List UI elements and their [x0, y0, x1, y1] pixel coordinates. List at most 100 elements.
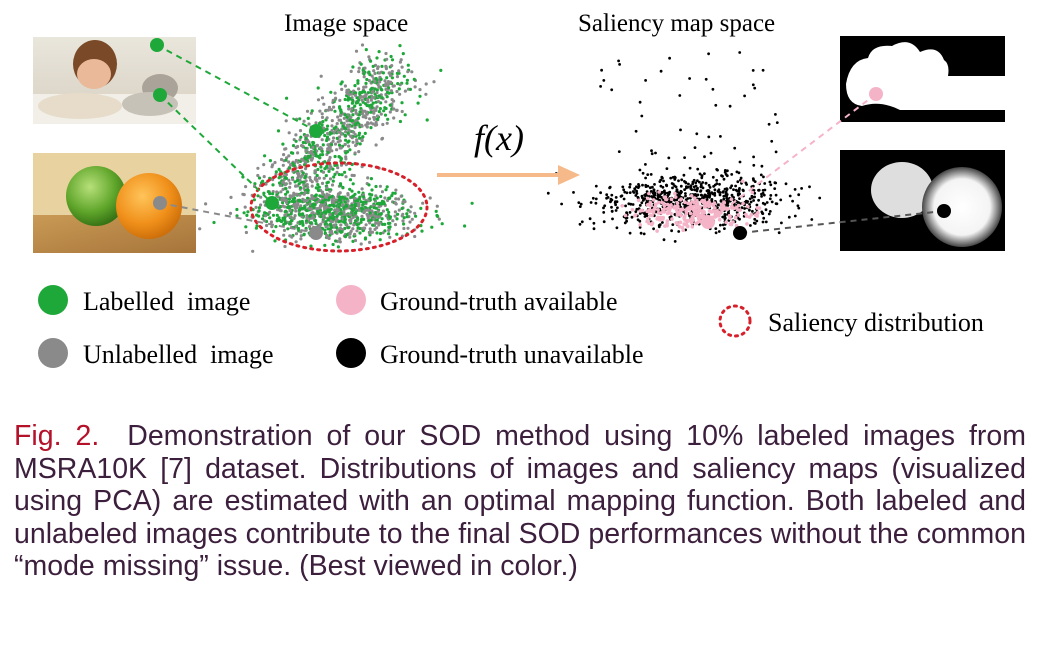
scatter-point: [728, 214, 732, 219]
scatter-point: [395, 89, 399, 94]
scatter-point: [321, 214, 325, 218]
scatter-point: [723, 217, 727, 221]
scatter-point: [725, 187, 729, 191]
scatter-point: [639, 231, 643, 235]
scatter-point: [353, 151, 357, 155]
scatter-point: [393, 214, 397, 218]
scatter-point: [271, 192, 275, 196]
scatter-point: [721, 215, 725, 219]
scatter-point: [353, 238, 358, 243]
scatter-point: [678, 220, 683, 225]
scatter-point: [697, 213, 701, 217]
scatter-point: [470, 201, 474, 205]
scatter-point: [329, 90, 333, 94]
scatter-point: [265, 223, 269, 228]
scatter-point: [695, 198, 699, 203]
scatter-point: [644, 163, 647, 166]
scatter-point: [306, 188, 310, 192]
scatter-point: [296, 178, 300, 182]
scatter-point: [753, 195, 756, 199]
scatter-point: [761, 211, 764, 215]
scatter-point: [774, 193, 778, 197]
scatter-point: [660, 175, 664, 179]
scatter-point: [364, 48, 368, 52]
scatter-point: [645, 209, 649, 213]
scatter-point: [268, 192, 272, 196]
scatter-point: [775, 121, 779, 124]
scatter-point: [418, 94, 422, 98]
scatter-point: [339, 183, 343, 187]
scatter-point: [378, 184, 382, 188]
scatter-point: [349, 69, 353, 73]
scatter-point: [311, 196, 315, 200]
scatter-point: [379, 231, 383, 236]
scatter-point: [628, 231, 632, 235]
scatter-point: [689, 217, 694, 221]
scatter-point: [281, 216, 285, 220]
scatter-point: [395, 71, 399, 75]
scatter-point: [310, 180, 314, 184]
saliency-space-scatter: [546, 51, 846, 243]
scatter-point: [307, 151, 312, 155]
scatter-point: [393, 191, 397, 195]
scatter-point: [294, 225, 298, 229]
scatter-point: [282, 233, 286, 237]
scatter-point: [657, 224, 661, 227]
scatter-point: [712, 201, 717, 205]
scatter-point: [343, 97, 347, 102]
scatter-point: [310, 152, 314, 156]
scatter-point: [661, 217, 665, 221]
scatter-point: [769, 194, 773, 197]
scatter-point: [753, 217, 757, 221]
scatter-point: [338, 146, 342, 150]
scatter-point: [344, 130, 348, 134]
scatter-point: [382, 109, 386, 113]
scatter-point: [692, 211, 697, 216]
scatter-point: [278, 183, 282, 187]
scatter-point: [362, 226, 366, 230]
scatter-point: [644, 193, 648, 196]
scatter-point: [713, 206, 717, 210]
scatter-point: [650, 152, 654, 156]
scatter-point: [256, 173, 260, 178]
scatter-point: [323, 133, 327, 138]
scatter-point: [808, 185, 811, 189]
scatter-point: [603, 204, 607, 208]
scatter-point: [748, 208, 751, 212]
scatter-point: [335, 136, 339, 140]
scatter-point: [721, 223, 725, 227]
scatter-point: [371, 122, 375, 126]
scatter-point: [744, 181, 748, 185]
scatter-point: [336, 192, 340, 196]
scatter-point: [263, 154, 267, 158]
scatter-point: [323, 243, 327, 247]
scatter-point: [305, 199, 309, 203]
scatter-point: [643, 215, 647, 218]
scatter-point: [356, 79, 360, 83]
scatter-point: [317, 121, 322, 126]
scatter-point: [767, 212, 771, 216]
scatter-point: [693, 146, 697, 150]
scatter-point: [670, 229, 673, 233]
scatter-point: [380, 88, 384, 92]
scatter-point: [677, 179, 680, 183]
scatter-point: [354, 143, 358, 148]
scatter-point: [463, 224, 467, 228]
scatter-point: [578, 205, 582, 209]
scatter-point: [331, 139, 335, 143]
scatter-point: [303, 156, 307, 160]
scatter-point: [283, 244, 287, 249]
scatter-point: [669, 211, 673, 216]
scatter-point: [301, 222, 305, 226]
scatter-point: [385, 121, 389, 125]
scatter-point: [325, 164, 329, 168]
scatter-point: [635, 192, 639, 195]
scatter-point: [287, 160, 291, 164]
scatter-point: [284, 173, 288, 177]
scatter-point: [617, 59, 620, 63]
scatter-point: [757, 188, 761, 192]
scatter-point: [653, 191, 657, 195]
scatter-point: [546, 191, 550, 195]
scatter-point: [328, 167, 332, 171]
scatter-point: [373, 71, 377, 76]
